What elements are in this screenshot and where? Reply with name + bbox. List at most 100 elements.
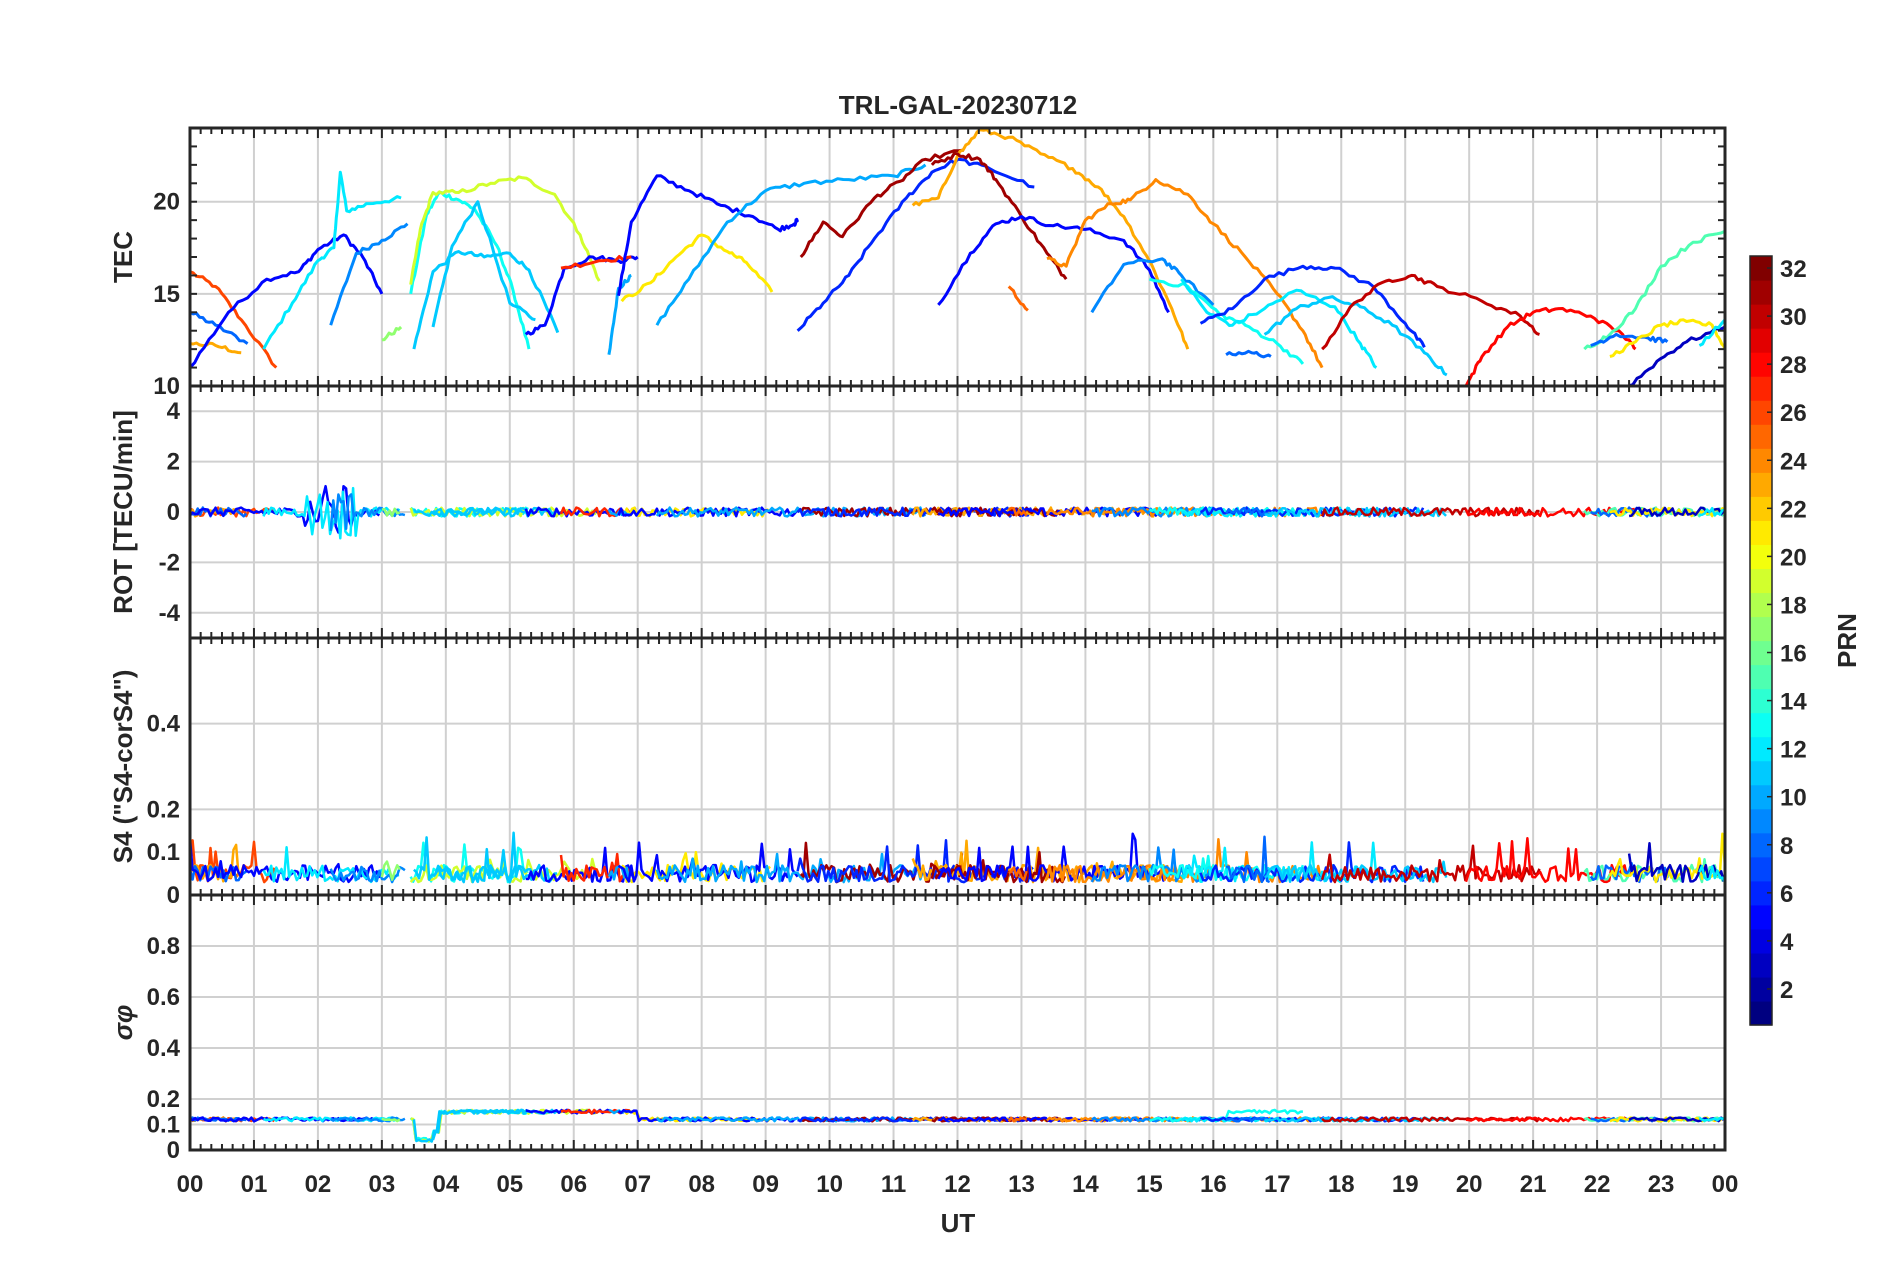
colorbar-swatch	[1750, 352, 1772, 377]
colorbar-tick-label: 6	[1780, 881, 1793, 908]
tec-series-prn-9	[1090, 257, 1215, 314]
colorbar-tick-label: 18	[1780, 592, 1807, 619]
colorbar-tick-label: 22	[1780, 496, 1807, 523]
colorbar-swatch	[1750, 376, 1772, 401]
panel-tec: 10 15 20 TEC	[108, 126, 1727, 400]
x-tick-label: 04	[432, 1171, 459, 1198]
sigma-series-prn-11	[431, 1108, 534, 1141]
colorbar-tick-label: 24	[1780, 448, 1807, 475]
s4-series-prn-5	[525, 846, 637, 883]
colorbar-swatch	[1750, 832, 1772, 858]
colorbar-swatch	[1750, 256, 1772, 281]
tec-series-prn-31	[930, 151, 1068, 280]
x-tick-label: 14	[1072, 1171, 1099, 1198]
x-tick-label: 05	[496, 1171, 523, 1198]
colorbar-swatch	[1750, 880, 1772, 906]
colorbar-swatch	[1750, 808, 1772, 834]
x-tick-label: 03	[369, 1171, 396, 1198]
colorbar-swatch	[1750, 472, 1772, 497]
y-tick-label: 0.1	[147, 1112, 180, 1139]
tec-series-prn-12	[1698, 318, 1725, 347]
x-tick-label: 09	[752, 1171, 779, 1198]
rot-series-prn-30	[1320, 506, 1540, 518]
s4-series-prn-28	[1464, 837, 1636, 884]
sigma-series-prn-8	[1590, 1116, 1668, 1123]
colorbar-tick-label: 14	[1780, 689, 1807, 716]
x-tick-label: 08	[688, 1171, 715, 1198]
rot-series-prn-8	[1225, 506, 1270, 518]
sigma-series-prn-12	[1698, 1116, 1725, 1122]
rot-series-prn-17	[381, 507, 401, 518]
tec-series-prn-11	[431, 200, 536, 328]
colorbar-tick-label: 8	[1780, 833, 1793, 860]
tec-series-prn-31	[799, 148, 965, 259]
y-tick-label: -2	[159, 549, 180, 576]
x-tick-label: 22	[1584, 1171, 1611, 1198]
sigma-series-group	[190, 1108, 1725, 1143]
colorbar-swatch	[1750, 280, 1772, 305]
x-tick-label: 12	[944, 1171, 971, 1198]
y-tick-label: -4	[159, 600, 181, 627]
rot-series-group	[190, 484, 1725, 540]
colorbar-swatch	[1750, 592, 1772, 618]
tec-series-prn-28	[1464, 306, 1637, 386]
x-tick-label: 15	[1136, 1171, 1163, 1198]
x-tick-label: 16	[1200, 1171, 1227, 1198]
panel-sigma: 00.10.2 0.4 0.6 0.8 σφ	[108, 893, 1727, 1164]
tec-series-prn-11	[1263, 295, 1448, 377]
tec-series-prn-12	[1180, 278, 1378, 369]
s4-series-prn-9	[329, 865, 406, 884]
y-tick-label: 2	[167, 449, 180, 476]
s4-series-prn-12	[1698, 864, 1725, 883]
colorbar-tick-label: 10	[1780, 785, 1807, 812]
colorbar-swatch	[1750, 544, 1772, 570]
colorbar-tick-label: 4	[1780, 929, 1794, 956]
colorbar-swatch	[1750, 736, 1772, 762]
y-tick-label: 0	[167, 499, 180, 526]
s4-series-prn-11	[432, 847, 534, 884]
tec-series-prn-3	[1628, 325, 1725, 386]
panel-s4: 0 0.1 0.2 0.4 S4 ("S4-corS4")	[108, 636, 1727, 909]
y-axis-label-s4: S4 ("S4-corS4")	[108, 670, 138, 864]
chart-title: TRL-GAL-20230712	[839, 90, 1077, 120]
tec-series-prn-23	[911, 128, 1190, 350]
colorbar-swatch	[1750, 616, 1772, 642]
colorbar-swatch	[1750, 712, 1772, 738]
tec-series-prn-10	[655, 163, 927, 326]
colorbar-tick-label: 16	[1780, 641, 1807, 668]
colorbar-swatch	[1750, 928, 1772, 954]
tec-series-prn-21	[620, 233, 774, 303]
colorbar-swatch	[1750, 496, 1772, 521]
colorbar-swatch	[1750, 304, 1772, 329]
tec-series-prn-25	[1007, 285, 1029, 312]
y-tick-label: 0	[167, 1137, 180, 1164]
sigma-series-prn-8	[1225, 1116, 1270, 1123]
s4-series-prn-25	[1008, 866, 1028, 882]
y-tick-label: 0.2	[147, 796, 180, 823]
colorbar-swatch	[1750, 976, 1772, 1002]
y-axis-label-sigma: σφ	[108, 1005, 138, 1041]
s4-series-prn-11	[1264, 860, 1448, 884]
colorbar-swatch	[1750, 640, 1772, 666]
s4-series-prn-17	[380, 860, 401, 881]
tec-series-prn-9	[329, 222, 409, 326]
x-tick-label: 07	[624, 1171, 651, 1198]
colorbar-tick-label: 28	[1780, 352, 1807, 379]
colorbar-swatch	[1750, 952, 1772, 978]
colorbar-swatch	[1750, 448, 1772, 473]
x-tick-label: 02	[305, 1171, 332, 1198]
x-tick-label: 18	[1328, 1171, 1355, 1198]
colorbar-swatch	[1750, 784, 1772, 810]
y-tick-label: 0.4	[147, 711, 181, 738]
tec-series-prn-19	[409, 175, 601, 285]
tec-series-prn-8	[1590, 332, 1669, 347]
x-tick-label: 17	[1264, 1171, 1291, 1198]
rot-series-prn-12	[1699, 506, 1725, 517]
y-tick-label: 0.8	[147, 933, 180, 960]
sigma-series-prn-9	[330, 1116, 406, 1123]
s4-series-prn-30	[1320, 844, 1541, 884]
colorbar-tick-label: 20	[1780, 544, 1807, 571]
tec-series-prn-13	[1148, 277, 1305, 365]
